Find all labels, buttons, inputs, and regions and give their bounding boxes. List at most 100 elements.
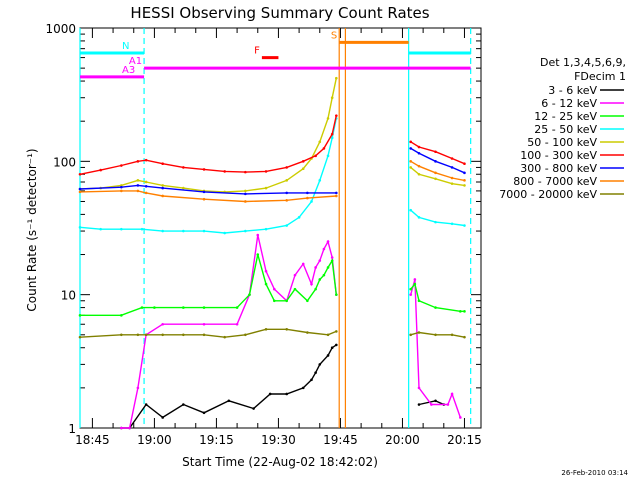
x-axis-label: Start Time (22-Aug-02 18:42:02)	[182, 455, 378, 469]
data-point	[297, 216, 301, 219]
data-point	[326, 154, 330, 158]
series-line	[79, 118, 337, 234]
data-point	[264, 282, 268, 286]
data-point	[413, 282, 417, 286]
series-line	[79, 328, 337, 338]
data-point	[463, 162, 466, 165]
data-point	[301, 160, 305, 163]
legend-entry: 100 - 300 keV	[520, 149, 597, 162]
data-point	[223, 170, 226, 173]
data-point	[120, 164, 123, 167]
x-tick-label: 18:45	[75, 433, 110, 447]
data-point	[99, 227, 102, 231]
legend-entry: 7000 - 20000 keV	[499, 188, 597, 201]
legend-entry: 25 - 50 keV	[534, 123, 597, 136]
data-point	[463, 171, 466, 175]
data-point	[326, 354, 330, 357]
data-point	[459, 310, 462, 313]
data-point	[227, 399, 231, 403]
data-point	[120, 314, 123, 317]
data-point	[330, 259, 334, 262]
data-point	[78, 172, 82, 176]
data-point	[285, 224, 289, 227]
data-point	[314, 371, 317, 374]
data-point	[417, 172, 421, 176]
data-point	[285, 179, 289, 182]
data-point	[268, 392, 272, 396]
data-point	[161, 162, 164, 165]
data-point	[223, 231, 226, 235]
data-point	[301, 262, 305, 266]
data-point	[182, 333, 185, 337]
data-point	[144, 333, 148, 337]
data-point	[140, 227, 144, 231]
data-point	[335, 76, 338, 80]
flag-label: A3	[122, 65, 135, 76]
data-point	[244, 200, 247, 203]
data-point	[417, 151, 421, 155]
data-point	[434, 220, 437, 224]
data-point	[264, 186, 268, 190]
data-point	[314, 287, 317, 291]
data-point	[335, 293, 338, 296]
data-point	[330, 136, 334, 140]
flag-label: A1	[129, 56, 142, 67]
x-tick-label: 19:15	[199, 433, 234, 447]
data-point	[417, 403, 421, 406]
data-point	[335, 330, 338, 333]
data-point	[128, 426, 131, 430]
data-point	[330, 346, 334, 350]
data-point	[463, 310, 466, 313]
data-point	[120, 333, 123, 337]
data-point	[326, 240, 330, 243]
data-point	[318, 278, 322, 281]
data-point	[310, 378, 313, 382]
data-point	[272, 287, 276, 291]
data-point	[78, 335, 82, 339]
series-line	[79, 190, 337, 203]
data-point	[434, 306, 437, 309]
data-point	[318, 259, 322, 262]
plot-area: 1 10 100 1000 18:45 19:00 19:15 19:30 19:45 20:00…	[45, 22, 481, 447]
data-point	[318, 140, 322, 144]
y-tick-label: 10	[61, 289, 76, 303]
data-point	[202, 190, 206, 194]
data-point	[463, 335, 466, 339]
data-point	[136, 386, 140, 390]
data-point	[153, 306, 156, 309]
data-point	[318, 179, 322, 182]
data-point	[434, 160, 437, 163]
data-point	[335, 343, 338, 347]
data-point	[202, 411, 206, 415]
data-point	[322, 273, 326, 277]
data-point	[120, 185, 123, 189]
series-line	[79, 78, 337, 193]
data-point	[235, 322, 239, 326]
data-point	[417, 145, 421, 149]
data-point	[99, 168, 102, 172]
data-point	[335, 191, 338, 195]
data-point	[120, 184, 123, 187]
data-point	[310, 282, 313, 286]
series-line	[80, 254, 337, 316]
data-point	[182, 229, 185, 233]
data-point	[182, 186, 185, 190]
data-point	[161, 194, 164, 198]
data-point	[285, 392, 289, 396]
data-point	[202, 168, 206, 171]
data-point	[223, 335, 226, 339]
data-point	[450, 176, 454, 180]
data-point	[136, 184, 140, 187]
data-point	[235, 306, 239, 309]
data-point	[182, 306, 185, 309]
y-tick-label: 1	[68, 422, 76, 436]
data-point	[244, 333, 247, 337]
data-point	[326, 266, 330, 269]
data-point	[136, 189, 140, 193]
data-point	[417, 331, 421, 334]
data-point	[322, 247, 326, 251]
data-point	[301, 386, 305, 390]
flag-label: N	[122, 41, 129, 52]
data-point	[78, 187, 82, 191]
